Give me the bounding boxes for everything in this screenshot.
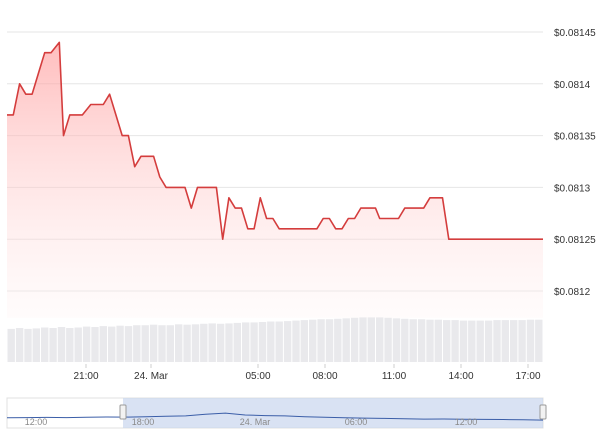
volume-bar (468, 320, 476, 362)
volume-bar (99, 326, 107, 362)
navigator-left-handle[interactable] (119, 404, 127, 420)
volume-bar (267, 321, 275, 362)
volume-bar (443, 320, 451, 362)
volume-bar (191, 324, 200, 362)
volume-bar (158, 325, 166, 362)
volume-bar (225, 323, 233, 362)
volume-bar (200, 323, 208, 362)
range-navigator[interactable]: 12:00 18:00 24. Mar 06:00 12:00 (6, 397, 547, 429)
volume-bar (409, 319, 417, 362)
volume-bar (283, 321, 292, 362)
volume-bar (535, 319, 543, 362)
x-axis: 21:00 24. Mar 05:00 08:00 11:00 14:00 17:00 (73, 364, 541, 382)
volume-bar (300, 320, 308, 362)
volume-bar (7, 328, 15, 362)
volume-bar (518, 320, 526, 362)
volume-bar (41, 327, 49, 362)
volume-bar (149, 324, 158, 362)
y-tick-label: $0.08125 (554, 235, 596, 246)
volume-bar (309, 319, 317, 362)
volume-bars (7, 317, 543, 362)
volume-bar (116, 325, 124, 362)
volume-bar (359, 317, 367, 362)
volume-bar (451, 320, 459, 362)
volume-bar (459, 320, 468, 362)
volume-bar (183, 324, 191, 362)
volume-bar (376, 317, 384, 362)
volume-bar (275, 321, 283, 362)
navigator-selection (123, 398, 543, 428)
navigator-tick-label: 24. Mar (240, 417, 271, 427)
volume-bar (325, 319, 334, 362)
price-area (7, 41, 543, 319)
volume-bar (342, 318, 350, 362)
volume-bar (57, 327, 66, 362)
volume-bar (141, 325, 149, 362)
volume-bar (216, 323, 225, 362)
x-tick-label: 11:00 (382, 371, 407, 382)
y-tick-label: $0.0812 (554, 287, 591, 298)
volume-bar (74, 327, 82, 362)
price-line (7, 41, 543, 240)
volume-bar (242, 322, 250, 362)
volume-bar (392, 318, 401, 362)
volume-bar (526, 319, 535, 362)
volume-bar (208, 323, 216, 362)
volume-bar (434, 319, 442, 362)
volume-bar (334, 318, 342, 362)
volume-bar (476, 320, 484, 362)
volume-bar (175, 324, 183, 362)
volume-bar (417, 319, 426, 362)
y-axis: $0.08145 $0.0814 $0.08135 $0.0813 $0.08125 $0… (554, 28, 596, 298)
navigator-tick-label: 12:00 (25, 417, 48, 427)
volume-bar (124, 326, 133, 362)
volume-bar (292, 320, 300, 362)
volume-bar (317, 319, 325, 362)
volume-bar (15, 328, 24, 362)
volume-bar (133, 325, 141, 362)
x-tick-label: 05:00 (245, 371, 270, 382)
x-tick-label: 21:00 (73, 371, 98, 382)
volume-bar (82, 326, 91, 362)
x-tick-label: 17:00 (515, 371, 540, 382)
volume-bar (493, 320, 501, 362)
volume-bar (401, 318, 409, 362)
volume-bar (367, 317, 375, 362)
volume-bar (426, 319, 434, 362)
y-tick-label: $0.0813 (554, 183, 591, 194)
price-area-fill (7, 42, 543, 319)
volume-bar (49, 328, 57, 362)
y-tick-label: $0.0814 (554, 80, 591, 91)
y-tick-label: $0.08135 (554, 132, 596, 143)
x-tick-label: 08:00 (312, 371, 337, 382)
volume-bar (250, 322, 258, 362)
volume-bar (32, 328, 40, 362)
volume-bar (510, 320, 518, 362)
volume-bar (484, 320, 493, 362)
volume-bar (91, 327, 99, 362)
volume-bar (66, 328, 74, 362)
y-tick-label: $0.08145 (554, 28, 596, 39)
volume-bar (108, 326, 116, 362)
volume-bar (384, 317, 392, 362)
volume-bar (24, 328, 32, 362)
volume-bar (166, 325, 174, 362)
navigator-right-handle[interactable] (539, 404, 547, 420)
navigator-tick-label: 06:00 (345, 417, 368, 427)
volume-bar (350, 317, 359, 362)
navigator-tick-label: 12:00 (455, 417, 478, 427)
x-tick-label: 14:00 (448, 371, 473, 382)
volume-bar (501, 320, 509, 362)
volume-bar (258, 322, 267, 362)
x-tick-label: 24. Mar (134, 371, 169, 382)
volume-bar (233, 322, 241, 362)
navigator-tick-label: 18:00 (132, 417, 155, 427)
navigator-line (6, 412, 544, 421)
